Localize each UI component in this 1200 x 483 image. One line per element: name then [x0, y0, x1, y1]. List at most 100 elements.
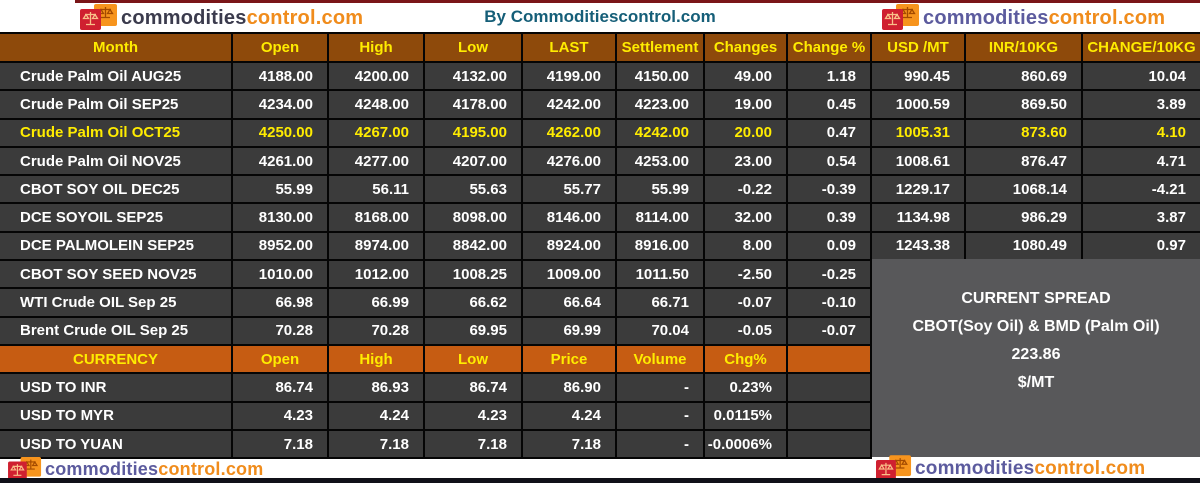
cell-currency: USD TO MYR: [0, 402, 233, 431]
cell-high: 1012.00: [329, 261, 425, 290]
cell-inr-10kg: 986.29: [966, 204, 1083, 233]
scales-logo-icon: [80, 4, 117, 30]
cell-inr-10kg: 860.69: [966, 63, 1083, 92]
cell-settlement: 8916.00: [617, 232, 705, 262]
cell-high: 4.24: [329, 402, 425, 431]
cell-last: 4276.00: [523, 147, 617, 177]
cell-open: 86.74: [233, 374, 329, 403]
cell-month: Crude Palm Oil OCT25: [0, 119, 233, 148]
logo-word-control: control.com: [246, 6, 364, 29]
cell-low: 4207.00: [425, 147, 523, 177]
cell-open: 4261.00: [233, 147, 329, 177]
cell-settlement: 4253.00: [617, 147, 705, 177]
cell-month: DCE PALMOLEIN SEP25: [0, 232, 233, 262]
cell-open: 70.28: [233, 317, 329, 346]
header-high: High: [329, 34, 425, 63]
cell-change-10kg: 4.10: [1083, 119, 1200, 148]
cell-high: 8974.00: [329, 232, 425, 262]
cell-changes: 20.00: [705, 119, 788, 148]
cell-changes: -0.05: [705, 317, 788, 346]
header-change-pct: Change %: [788, 34, 872, 63]
cell-change-pct: 0.39: [788, 204, 872, 233]
cell-last: 69.99: [523, 317, 617, 346]
header-open: Open: [233, 34, 329, 63]
cell-change-pct: 0.45: [788, 91, 872, 120]
cell-open: 4250.00: [233, 119, 329, 148]
futures-row-highlighted: Crude Palm Oil OCT25 4250.00 4267.00 419…: [0, 119, 1200, 148]
header-volume: Volume: [617, 345, 705, 375]
cell-inr-10kg: 873.60: [966, 119, 1083, 148]
logo-top-left: commoditiescontrol.com: [80, 4, 363, 32]
cell-change-pct: -0.25: [788, 261, 872, 290]
cell-usd-mt: 1134.98: [872, 204, 966, 233]
cell-changes: 49.00: [705, 63, 788, 92]
scales-logo-icon: [876, 455, 912, 480]
futures-row: Crude Palm Oil AUG25 4188.00 4200.00 413…: [0, 63, 1200, 92]
cell-currency: USD TO YUAN: [0, 430, 233, 460]
logo-bottom-left: commoditiescontrol.com: [8, 457, 263, 482]
cell-change-pct: 0.47: [788, 119, 872, 148]
cell-changes: -2.50: [705, 261, 788, 290]
cell-changes: -0.22: [705, 176, 788, 205]
cell-settlement: 1011.50: [617, 261, 705, 290]
logo-word-commodities: commodities: [121, 6, 247, 29]
cell-usd-mt: 1229.17: [872, 176, 966, 205]
cell-open: 8952.00: [233, 232, 329, 262]
cell-inr-10kg: 869.50: [966, 91, 1083, 120]
byline-title: By Commoditiescontrol.com: [484, 7, 716, 26]
cell-change-pct: -0.10: [788, 289, 872, 318]
bottom-accent-bar: [0, 478, 1200, 483]
cell-settlement: 4242.00: [617, 119, 705, 148]
cell-last: 1009.00: [523, 261, 617, 290]
cell-change-10kg: 3.89: [1083, 91, 1200, 120]
cell-settlement: 8114.00: [617, 204, 705, 233]
cell-month: Crude Palm Oil AUG25: [0, 63, 233, 92]
futures-row: Crude Palm Oil NOV25 4261.00 4277.00 420…: [0, 147, 1200, 177]
cell-low: 86.74: [425, 374, 523, 403]
cell-low: 4195.00: [425, 119, 523, 148]
header-open: Open: [233, 345, 329, 375]
header-price: Price: [523, 345, 617, 375]
cell-month: CBOT SOY SEED NOV25: [0, 261, 233, 290]
cell-high: 8168.00: [329, 204, 425, 233]
cell-month: Crude Palm Oil SEP25: [0, 91, 233, 120]
cell-usd-mt: 1005.31: [872, 119, 966, 148]
logo-word-control: control.com: [1048, 6, 1166, 29]
cell-settlement: 4223.00: [617, 91, 705, 120]
cell-high: 4267.00: [329, 119, 425, 148]
cell-last: 8146.00: [523, 204, 617, 233]
cell-low: 55.63: [425, 176, 523, 205]
cell-changes: 32.00: [705, 204, 788, 233]
cell-high: 70.28: [329, 317, 425, 346]
header-spacer: [788, 345, 872, 375]
cell-open: 8130.00: [233, 204, 329, 233]
cell-low: 7.18: [425, 430, 523, 460]
header-high: High: [329, 345, 425, 375]
logo-word-control: control.com: [1034, 457, 1146, 479]
header-currency: CURRENCY: [0, 345, 233, 375]
cell-price: 7.18: [523, 430, 617, 460]
cell-last: 66.64: [523, 289, 617, 318]
cell-changes: -0.07: [705, 289, 788, 318]
logo-word-commodities: commodities: [45, 459, 159, 479]
cell-open: 4188.00: [233, 63, 329, 92]
top-accent-line: [75, 0, 1200, 3]
futures-header-row: Month Open High Low LAST Settlement Chan…: [0, 34, 1200, 63]
cell-price: 4.24: [523, 402, 617, 431]
futures-table: Month Open High Low LAST Settlement Chan…: [0, 32, 1200, 460]
header-low: Low: [425, 345, 523, 375]
cell-settlement: 55.99: [617, 176, 705, 205]
current-spread-panel: CURRENT SPREAD CBOT(Soy Oil) & BMD (Palm…: [872, 259, 1200, 457]
cell-high: 7.18: [329, 430, 425, 460]
header-low: Low: [425, 34, 523, 63]
cell-open: 55.99: [233, 176, 329, 205]
cell-change-10kg: -4.21: [1083, 176, 1200, 205]
cell-change-10kg: 3.87: [1083, 204, 1200, 233]
logo-bottom-right: commoditiescontrol.com: [876, 455, 1145, 482]
cell-chg-pct: -0.0006%: [705, 430, 788, 460]
cell-inr-10kg: 876.47: [966, 147, 1083, 177]
cell-change-10kg: 4.71: [1083, 147, 1200, 177]
cell-price: 86.90: [523, 374, 617, 403]
cell-high: 4248.00: [329, 91, 425, 120]
